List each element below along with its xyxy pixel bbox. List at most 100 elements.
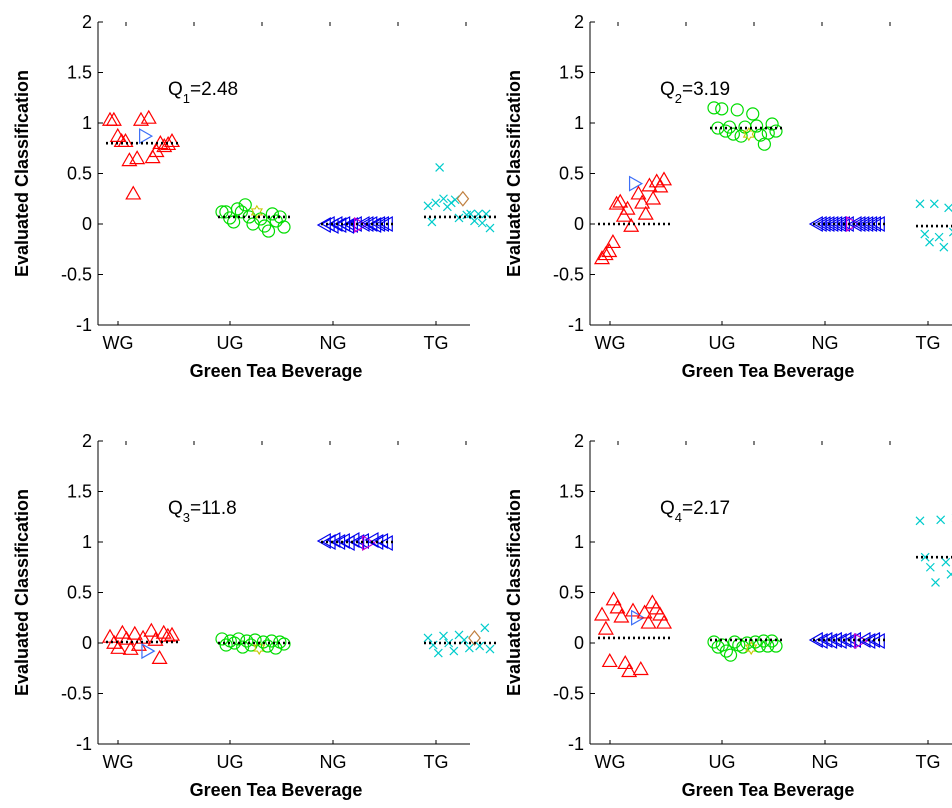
data-point-wg xyxy=(645,190,662,205)
data-point-wg xyxy=(117,132,134,148)
data-point-wg xyxy=(634,194,651,209)
data-point-ng xyxy=(374,215,389,233)
x-tick-label-tg: TG xyxy=(424,752,449,772)
y-tick-label: 1 xyxy=(574,532,584,552)
data-point-ug xyxy=(761,639,775,653)
data-point-ng xyxy=(832,632,847,650)
y-tick-label: 1.5 xyxy=(67,63,92,83)
y-axis-title: Evaluated Classification xyxy=(504,70,524,277)
data-point-wg xyxy=(163,626,181,641)
y-tick-label: 1.5 xyxy=(559,482,584,502)
data-point-ng xyxy=(866,215,881,233)
y-tick-label: 1 xyxy=(574,113,584,133)
data-point-ug xyxy=(761,126,775,140)
y-tick-label: 0 xyxy=(82,633,92,653)
data-point-ug xyxy=(726,127,740,141)
data-point-ug xyxy=(750,119,764,133)
data-point-tg xyxy=(915,199,925,209)
data-point-wg xyxy=(604,233,621,249)
data-point-ng xyxy=(842,632,857,650)
data-point-wg xyxy=(652,178,669,193)
data-point-tg xyxy=(435,163,445,172)
data-point-wg xyxy=(160,136,177,151)
y-axis-title: Evaluated Classification xyxy=(12,70,32,277)
y-tick-label: 2 xyxy=(574,12,584,32)
y-tick-label: -0.5 xyxy=(553,265,584,285)
x-tick-label-tg: TG xyxy=(916,752,941,772)
data-point-ug xyxy=(231,632,246,646)
data-point-ug xyxy=(711,121,725,135)
data-point-ug xyxy=(253,640,266,656)
data-point-ug xyxy=(238,198,252,212)
y-tick-label: 2 xyxy=(82,12,92,32)
data-point-ug xyxy=(234,205,248,219)
data-point-wg xyxy=(609,599,626,614)
chart-panel-3: 2 1.5 1 0.5 0 -0.5 -1 WG UG NG TG Green Tea Beverag… xyxy=(12,431,498,800)
data-point-tg xyxy=(936,515,946,525)
data-point-tg xyxy=(939,242,949,252)
y-tick-label: 1.5 xyxy=(559,63,584,83)
y-tick-label: 0 xyxy=(82,214,92,234)
data-point-tg xyxy=(456,190,470,207)
data-point-wg xyxy=(139,128,154,145)
data-point-tg xyxy=(925,562,935,572)
data-point-ug xyxy=(756,634,771,648)
data-point-tg xyxy=(946,569,952,579)
data-point-ug xyxy=(734,129,748,143)
data-point-tg xyxy=(468,629,481,646)
data-point-tg xyxy=(941,557,951,567)
y-tick-label: 1 xyxy=(82,113,92,133)
data-point-tg xyxy=(444,638,454,648)
y-tick-label: -1 xyxy=(76,315,92,335)
data-point-ug xyxy=(261,224,276,238)
data-point-ng xyxy=(832,215,847,233)
data-point-wg xyxy=(129,150,146,165)
data-point-wg xyxy=(655,614,673,629)
data-point-ug xyxy=(230,202,245,216)
data-point-tg xyxy=(464,643,474,653)
x-tick-label-ng: NG xyxy=(320,752,347,772)
data-point-ug xyxy=(765,117,779,131)
data-point-tg xyxy=(431,198,441,208)
data-point-tg xyxy=(931,577,940,587)
x-tick-label-tg: TG xyxy=(916,333,941,353)
y-tick-label: 0.5 xyxy=(67,583,92,603)
data-point-tg xyxy=(449,646,459,656)
data-point-ng xyxy=(813,632,828,650)
data-point-wg xyxy=(632,661,649,676)
data-point-wg xyxy=(126,625,143,640)
data-point-wg xyxy=(140,109,157,124)
data-point-tg xyxy=(929,199,939,209)
data-point-wg xyxy=(636,604,653,619)
data-point-wg xyxy=(110,639,127,654)
data-point-wg xyxy=(605,591,622,606)
y-tick-label: 2 xyxy=(82,431,92,451)
data-point-wg xyxy=(118,630,135,645)
data-point-tg xyxy=(948,227,952,237)
data-point-ng xyxy=(818,631,833,649)
x-tick-label-wg: WG xyxy=(103,333,134,353)
x-axis-title: Green Tea Beverage xyxy=(682,361,855,381)
data-point-tg xyxy=(920,229,930,239)
x-tick-label-wg: WG xyxy=(103,752,134,772)
data-point-tg xyxy=(934,232,944,242)
y-axis-title: Evaluated Classification xyxy=(504,489,524,696)
data-point-wg xyxy=(135,629,152,644)
q-annotation: Q4=2.17 xyxy=(660,498,730,525)
y-axis-title: Evaluated Classification xyxy=(12,489,32,696)
data-point-wg xyxy=(597,620,614,635)
x-tick-label-ug: UG xyxy=(217,333,244,353)
data-point-wg xyxy=(125,185,142,200)
data-point-ug xyxy=(719,644,734,658)
data-point-ng xyxy=(837,631,852,649)
data-point-wg xyxy=(601,652,618,668)
data-point-ug xyxy=(707,635,721,649)
data-point-wg xyxy=(101,628,119,643)
data-point-tg xyxy=(920,552,930,562)
data-point-ug xyxy=(746,107,760,121)
data-point-ng xyxy=(823,632,838,650)
data-point-ng xyxy=(808,215,823,233)
data-point-wg xyxy=(613,608,630,623)
data-point-wg xyxy=(105,111,122,126)
data-point-ug xyxy=(748,635,762,649)
